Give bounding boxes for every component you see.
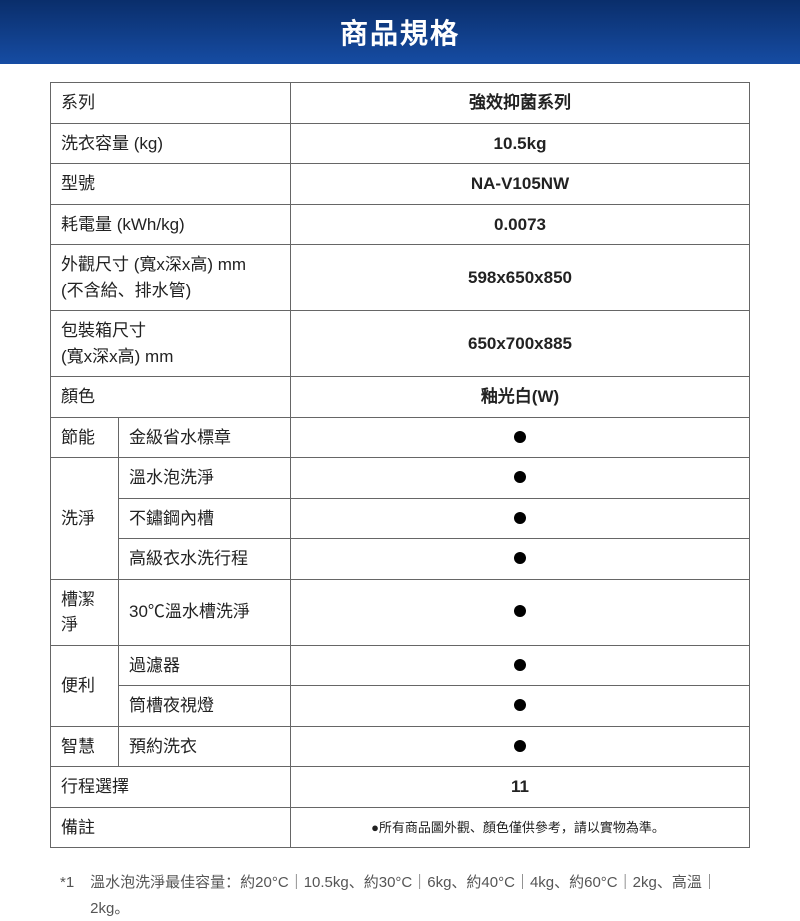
dot-smart-0	[291, 726, 750, 767]
value-programs: 11	[291, 767, 750, 808]
value-box-dim: 650x700x885	[291, 311, 750, 377]
value-outer-dim: 598x650x850	[291, 245, 750, 311]
label-box-dim: 包裝箱尺寸 (寬x深x高) mm	[51, 311, 291, 377]
dot-wash-1	[291, 498, 750, 539]
item-wash-1: 不鏽鋼內槽	[119, 498, 291, 539]
item-wash-0: 溫水泡洗淨	[119, 458, 291, 499]
label-color: 顏色	[51, 377, 291, 418]
row-series: 系列 強效抑菌系列	[51, 83, 750, 124]
row-power: 耗電量 (kWh/kg) 0.0073	[51, 204, 750, 245]
label-outer-dim-l1: 外觀尺寸 (寬x深x高) mm	[61, 255, 246, 274]
row-remark: 備註 ●所有商品圖外觀、顏色僅供參考，請以實物為準。	[51, 807, 750, 848]
label-remark: 備註	[51, 807, 291, 848]
row-model: 型號 NA-V105NW	[51, 164, 750, 205]
row-smart-0: 智慧 預約洗衣	[51, 726, 750, 767]
dot-icon	[514, 605, 526, 617]
dot-icon	[514, 552, 526, 564]
dot-wash-2	[291, 539, 750, 580]
dot-icon	[514, 431, 526, 443]
dot-wash-0	[291, 458, 750, 499]
row-wash-1: 不鏽鋼內槽	[51, 498, 750, 539]
item-wash-2: 高級衣水洗行程	[119, 539, 291, 580]
label-model: 型號	[51, 164, 291, 205]
row-box-dim: 包裝箱尺寸 (寬x深x高) mm 650x700x885	[51, 311, 750, 377]
group-energy-label: 節能	[51, 417, 119, 458]
label-box-dim-l1: 包裝箱尺寸	[61, 321, 146, 340]
value-capacity: 10.5kg	[291, 123, 750, 164]
value-color: 釉光白(W)	[291, 377, 750, 418]
dot-icon	[514, 740, 526, 752]
dot-icon	[514, 471, 526, 483]
spec-table: 系列 強效抑菌系列 洗衣容量 (kg) 10.5kg 型號 NA-V105NW …	[50, 82, 750, 848]
dot-icon	[514, 512, 526, 524]
dot-icon	[514, 659, 526, 671]
item-smart-0: 預約洗衣	[119, 726, 291, 767]
row-energy-0: 節能 金級省水標章	[51, 417, 750, 458]
footnote-text: 溫水泡洗淨最佳容量：約20°C｜10.5kg、約30°C｜6kg、約40°C｜4…	[90, 870, 730, 921]
label-power: 耗電量 (kWh/kg)	[51, 204, 291, 245]
dot-conv-1	[291, 686, 750, 727]
label-programs: 行程選擇	[51, 767, 291, 808]
value-model: NA-V105NW	[291, 164, 750, 205]
label-outer-dim: 外觀尺寸 (寬x深x高) mm (不含給、排水管)	[51, 245, 291, 311]
value-remark: ●所有商品圖外觀、顏色僅供參考，請以實物為準。	[291, 807, 750, 848]
group-smart-label: 智慧	[51, 726, 119, 767]
label-outer-dim-l2: (不含給、排水管)	[61, 281, 191, 300]
item-energy-0: 金級省水標章	[119, 417, 291, 458]
value-series: 強效抑菌系列	[291, 83, 750, 124]
dot-conv-0	[291, 645, 750, 686]
row-capacity: 洗衣容量 (kg) 10.5kg	[51, 123, 750, 164]
label-series: 系列	[51, 83, 291, 124]
row-programs: 行程選擇 11	[51, 767, 750, 808]
value-power: 0.0073	[291, 204, 750, 245]
item-tub-0: 30℃溫水槽洗淨	[119, 579, 291, 645]
dot-tub-0	[291, 579, 750, 645]
group-tub-label: 槽潔淨	[51, 579, 119, 645]
row-tub-0: 槽潔淨 30℃溫水槽洗淨	[51, 579, 750, 645]
label-box-dim-l2: (寬x深x高) mm	[61, 347, 173, 366]
spec-table-container: 系列 強效抑菌系列 洗衣容量 (kg) 10.5kg 型號 NA-V105NW …	[0, 64, 800, 856]
row-outer-dim: 外觀尺寸 (寬x深x高) mm (不含給、排水管) 598x650x850	[51, 245, 750, 311]
item-conv-0: 過濾器	[119, 645, 291, 686]
spec-header-title: 商品規格	[340, 18, 460, 49]
group-conv-label: 便利	[51, 645, 119, 726]
row-color: 顏色 釉光白(W)	[51, 377, 750, 418]
footnote-marker: *1	[60, 870, 86, 896]
item-conv-1: 筒槽夜視燈	[119, 686, 291, 727]
dot-icon	[514, 699, 526, 711]
row-wash-2: 高級衣水洗行程	[51, 539, 750, 580]
spec-header: 商品規格	[0, 0, 800, 64]
group-wash-label: 洗淨	[51, 458, 119, 580]
footnote: *1 溫水泡洗淨最佳容量：約20°C｜10.5kg、約30°C｜6kg、約40°…	[0, 856, 800, 921]
row-conv-0: 便利 過濾器	[51, 645, 750, 686]
row-wash-0: 洗淨 溫水泡洗淨	[51, 458, 750, 499]
dot-energy-0	[291, 417, 750, 458]
row-conv-1: 筒槽夜視燈	[51, 686, 750, 727]
label-capacity: 洗衣容量 (kg)	[51, 123, 291, 164]
